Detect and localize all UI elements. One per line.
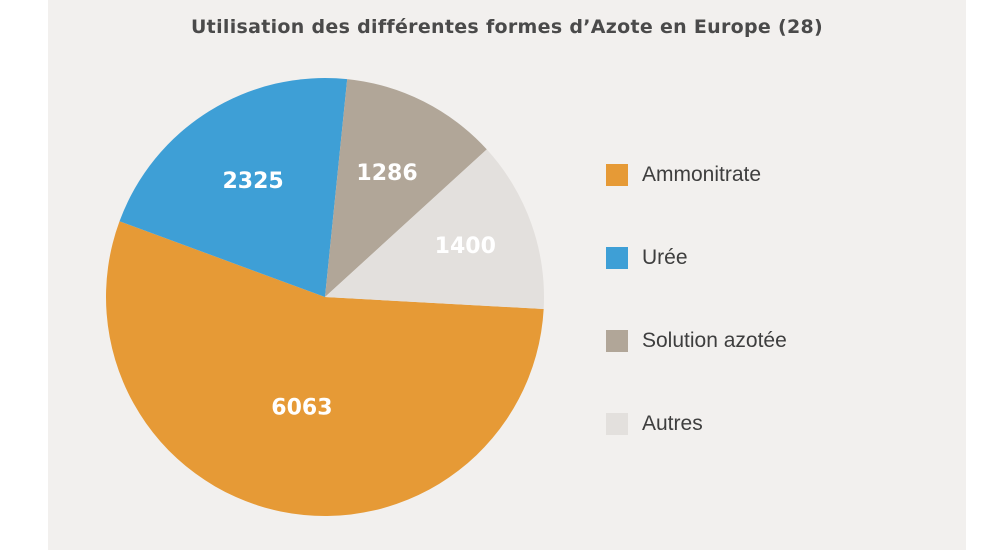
pie-chart: 6063 2325 1286 1400: [105, 78, 544, 516]
legend-label-uree: Urée: [642, 246, 688, 269]
legend-swatch-autres: [606, 413, 628, 435]
legend-item-ammonitrate: Ammonitrate: [606, 158, 787, 192]
legend-label-solution-azotee: Solution azotée: [642, 329, 787, 352]
slice-label-solution-azotee: 1286: [356, 161, 417, 186]
slice-label-ammonitrate: 6063: [271, 396, 332, 421]
legend-item-uree: Urée: [606, 241, 787, 275]
pie-slice-uree: [119, 78, 348, 297]
legend-swatch-solution-azotee: [606, 330, 628, 352]
legend-label-autres: Autres: [642, 412, 703, 435]
legend-item-autres: Autres: [606, 407, 787, 441]
slice-label-uree: 2325: [222, 169, 283, 194]
pie-slice-solution-azotee: [325, 79, 487, 297]
legend-item-solution-azotee: Solution azotée: [606, 324, 787, 358]
chart-title: Utilisation des différentes formes d’Azo…: [190, 16, 824, 38]
legend-swatch-uree: [606, 247, 628, 269]
slice-label-autres: 1400: [435, 234, 496, 259]
pie-slice-ammonitrate: [105, 221, 544, 516]
pie-slice-autres: [325, 149, 544, 309]
legend-swatch-ammonitrate: [606, 164, 628, 186]
chart-panel: Utilisation des différentes formes d’Azo…: [48, 0, 966, 550]
legend: Ammonitrate Urée Solution azotée Autres: [606, 158, 787, 490]
legend-label-ammonitrate: Ammonitrate: [642, 163, 762, 186]
